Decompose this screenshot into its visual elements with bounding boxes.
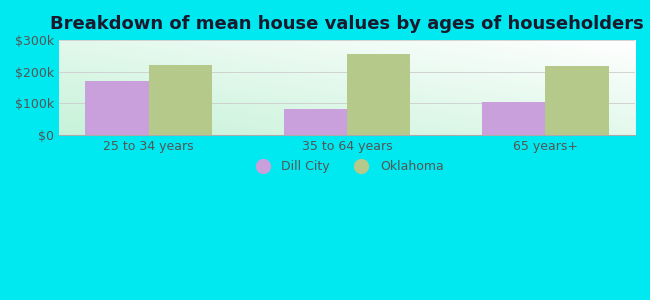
Bar <box>283 109 347 135</box>
Legend: Dill City, Oklahoma: Dill City, Oklahoma <box>245 155 448 178</box>
Bar <box>482 102 545 135</box>
Bar <box>149 65 212 135</box>
Bar <box>545 66 609 135</box>
Bar <box>85 81 149 135</box>
Bar <box>347 54 410 135</box>
Title: Breakdown of mean house values by ages of householders: Breakdown of mean house values by ages o… <box>50 15 644 33</box>
